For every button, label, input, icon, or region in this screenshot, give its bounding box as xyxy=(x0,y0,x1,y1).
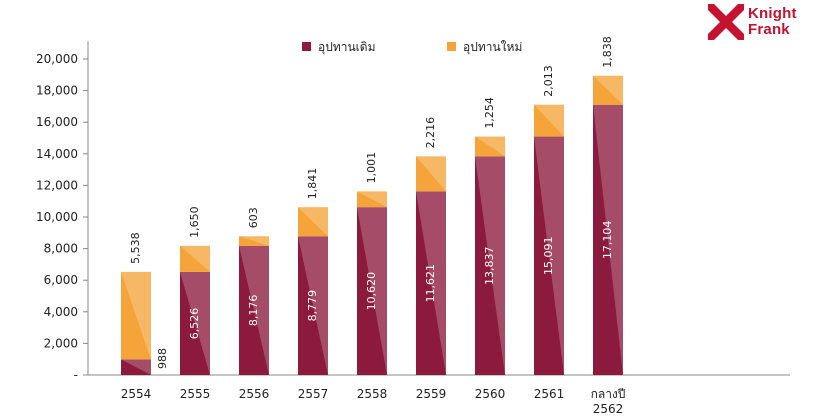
bar-new-shade xyxy=(121,271,151,360)
y-tick-label: 2,000 xyxy=(44,336,78,350)
bar-base-segment xyxy=(239,245,269,375)
bar-base-segment xyxy=(416,191,446,375)
bar-new-shade xyxy=(357,191,387,208)
bar-base-segment xyxy=(593,104,623,375)
category-label: กลางปี xyxy=(591,387,626,401)
bar-new-shade xyxy=(475,136,505,157)
bar-new-segment xyxy=(534,104,564,137)
bar-base-shade xyxy=(357,207,387,375)
bar-new-segment xyxy=(475,136,505,157)
bar-new-shade xyxy=(298,207,328,237)
y-tick-label: 16,000 xyxy=(36,115,78,129)
base-supply-label: 11,621 xyxy=(424,264,437,303)
new-supply-label: 1,650 xyxy=(188,206,201,238)
base-supply-label: 8,779 xyxy=(306,290,319,322)
y-tick-label: 10,000 xyxy=(36,210,78,224)
y-tick-label: 6,000 xyxy=(44,273,78,287)
category-label: 2560 xyxy=(475,387,506,401)
legend-label: อุปทานเดิม xyxy=(318,40,375,55)
bar-base-shade xyxy=(416,191,446,375)
category-label: 2558 xyxy=(357,387,388,401)
new-supply-label: 1,001 xyxy=(365,152,378,184)
category-label: 2562 xyxy=(593,402,624,416)
legend-label: อุปทานใหม่ xyxy=(463,40,522,55)
knight-frank-diamond-icon xyxy=(708,4,744,40)
bar-base-shade xyxy=(475,156,505,375)
bar-base-shade xyxy=(534,136,564,375)
y-tick-label: 8,000 xyxy=(44,242,78,256)
category-label: 2554 xyxy=(121,387,152,401)
category-label: 2559 xyxy=(416,387,447,401)
new-supply-label: 603 xyxy=(247,207,260,228)
bars xyxy=(121,75,623,375)
legend-swatch xyxy=(302,42,311,51)
bar-base-segment xyxy=(121,359,151,375)
bar-new-shade xyxy=(534,104,564,137)
bar-base-segment xyxy=(534,136,564,375)
category-label: 2561 xyxy=(534,387,565,401)
base-supply-label: 988 xyxy=(156,348,169,369)
y-tick-label: 18,000 xyxy=(36,84,78,98)
data-labels: 5,538 988 1,650 6,526 603 8,176 1,841 8,779 1,00… xyxy=(129,36,614,369)
bar-base-shade xyxy=(180,271,210,375)
bar-base-shade xyxy=(298,236,328,375)
x-axis-labels: 2554 2555 2556 2557 2558 2559 2560 2561 กลางปี25… xyxy=(121,387,626,416)
bar-new-segment xyxy=(298,207,328,237)
new-supply-label: 1,838 xyxy=(601,36,614,68)
bar-base-shade xyxy=(121,359,151,375)
bar-new-segment xyxy=(121,271,151,360)
logo-text-line2: Frank xyxy=(748,21,790,38)
y-tick-label: 12,000 xyxy=(36,178,78,192)
base-supply-label: 15,091 xyxy=(542,237,555,276)
base-supply-label: 10,620 xyxy=(365,272,378,311)
bar-new-segment xyxy=(416,156,446,192)
legend-swatch xyxy=(447,42,456,51)
bar-new-segment xyxy=(239,236,269,246)
category-label: 2556 xyxy=(239,387,270,401)
bar-base-shade xyxy=(593,104,623,375)
y-tick-label: - xyxy=(74,368,78,382)
new-supply-label: 1,254 xyxy=(483,97,496,129)
bar-new-shade xyxy=(180,245,210,272)
y-tick-label: 20,000 xyxy=(36,52,78,66)
bar-base-segment xyxy=(180,271,210,375)
bar-base-segment xyxy=(475,156,505,375)
new-supply-label: 5,538 xyxy=(129,232,142,264)
y-tick-label: 14,000 xyxy=(36,147,78,161)
base-supply-label: 17,104 xyxy=(601,221,614,260)
bar-new-segment xyxy=(357,191,387,208)
knight-frank-logo: Knight Frank xyxy=(706,2,826,42)
bar-new-shade xyxy=(416,156,446,192)
new-supply-label: 1,841 xyxy=(306,168,319,200)
bar-new-segment xyxy=(593,75,623,105)
base-supply-label: 13,837 xyxy=(483,246,496,285)
bar-base-shade xyxy=(239,245,269,375)
y-tick-label: 4,000 xyxy=(44,305,78,319)
logo-text-line1: Knight xyxy=(748,5,797,22)
category-label: 2557 xyxy=(298,387,329,401)
bar-new-shade xyxy=(593,75,623,105)
category-label: 2555 xyxy=(180,387,211,401)
bar-base-segment xyxy=(298,236,328,375)
new-supply-label: 2,216 xyxy=(424,117,437,149)
base-supply-label: 8,176 xyxy=(247,295,260,327)
bar-new-shade xyxy=(239,236,269,246)
y-axis: - 2,000 4,000 6,000 8,000 10,000 12,000 14,000 1… xyxy=(36,41,790,382)
legend: อุปทานเดิม อุปทานใหม่ xyxy=(302,40,522,55)
bar-base-segment xyxy=(357,207,387,375)
bar-new-segment xyxy=(180,245,210,272)
base-supply-label: 6,526 xyxy=(188,308,201,340)
new-supply-label: 2,013 xyxy=(542,65,555,97)
